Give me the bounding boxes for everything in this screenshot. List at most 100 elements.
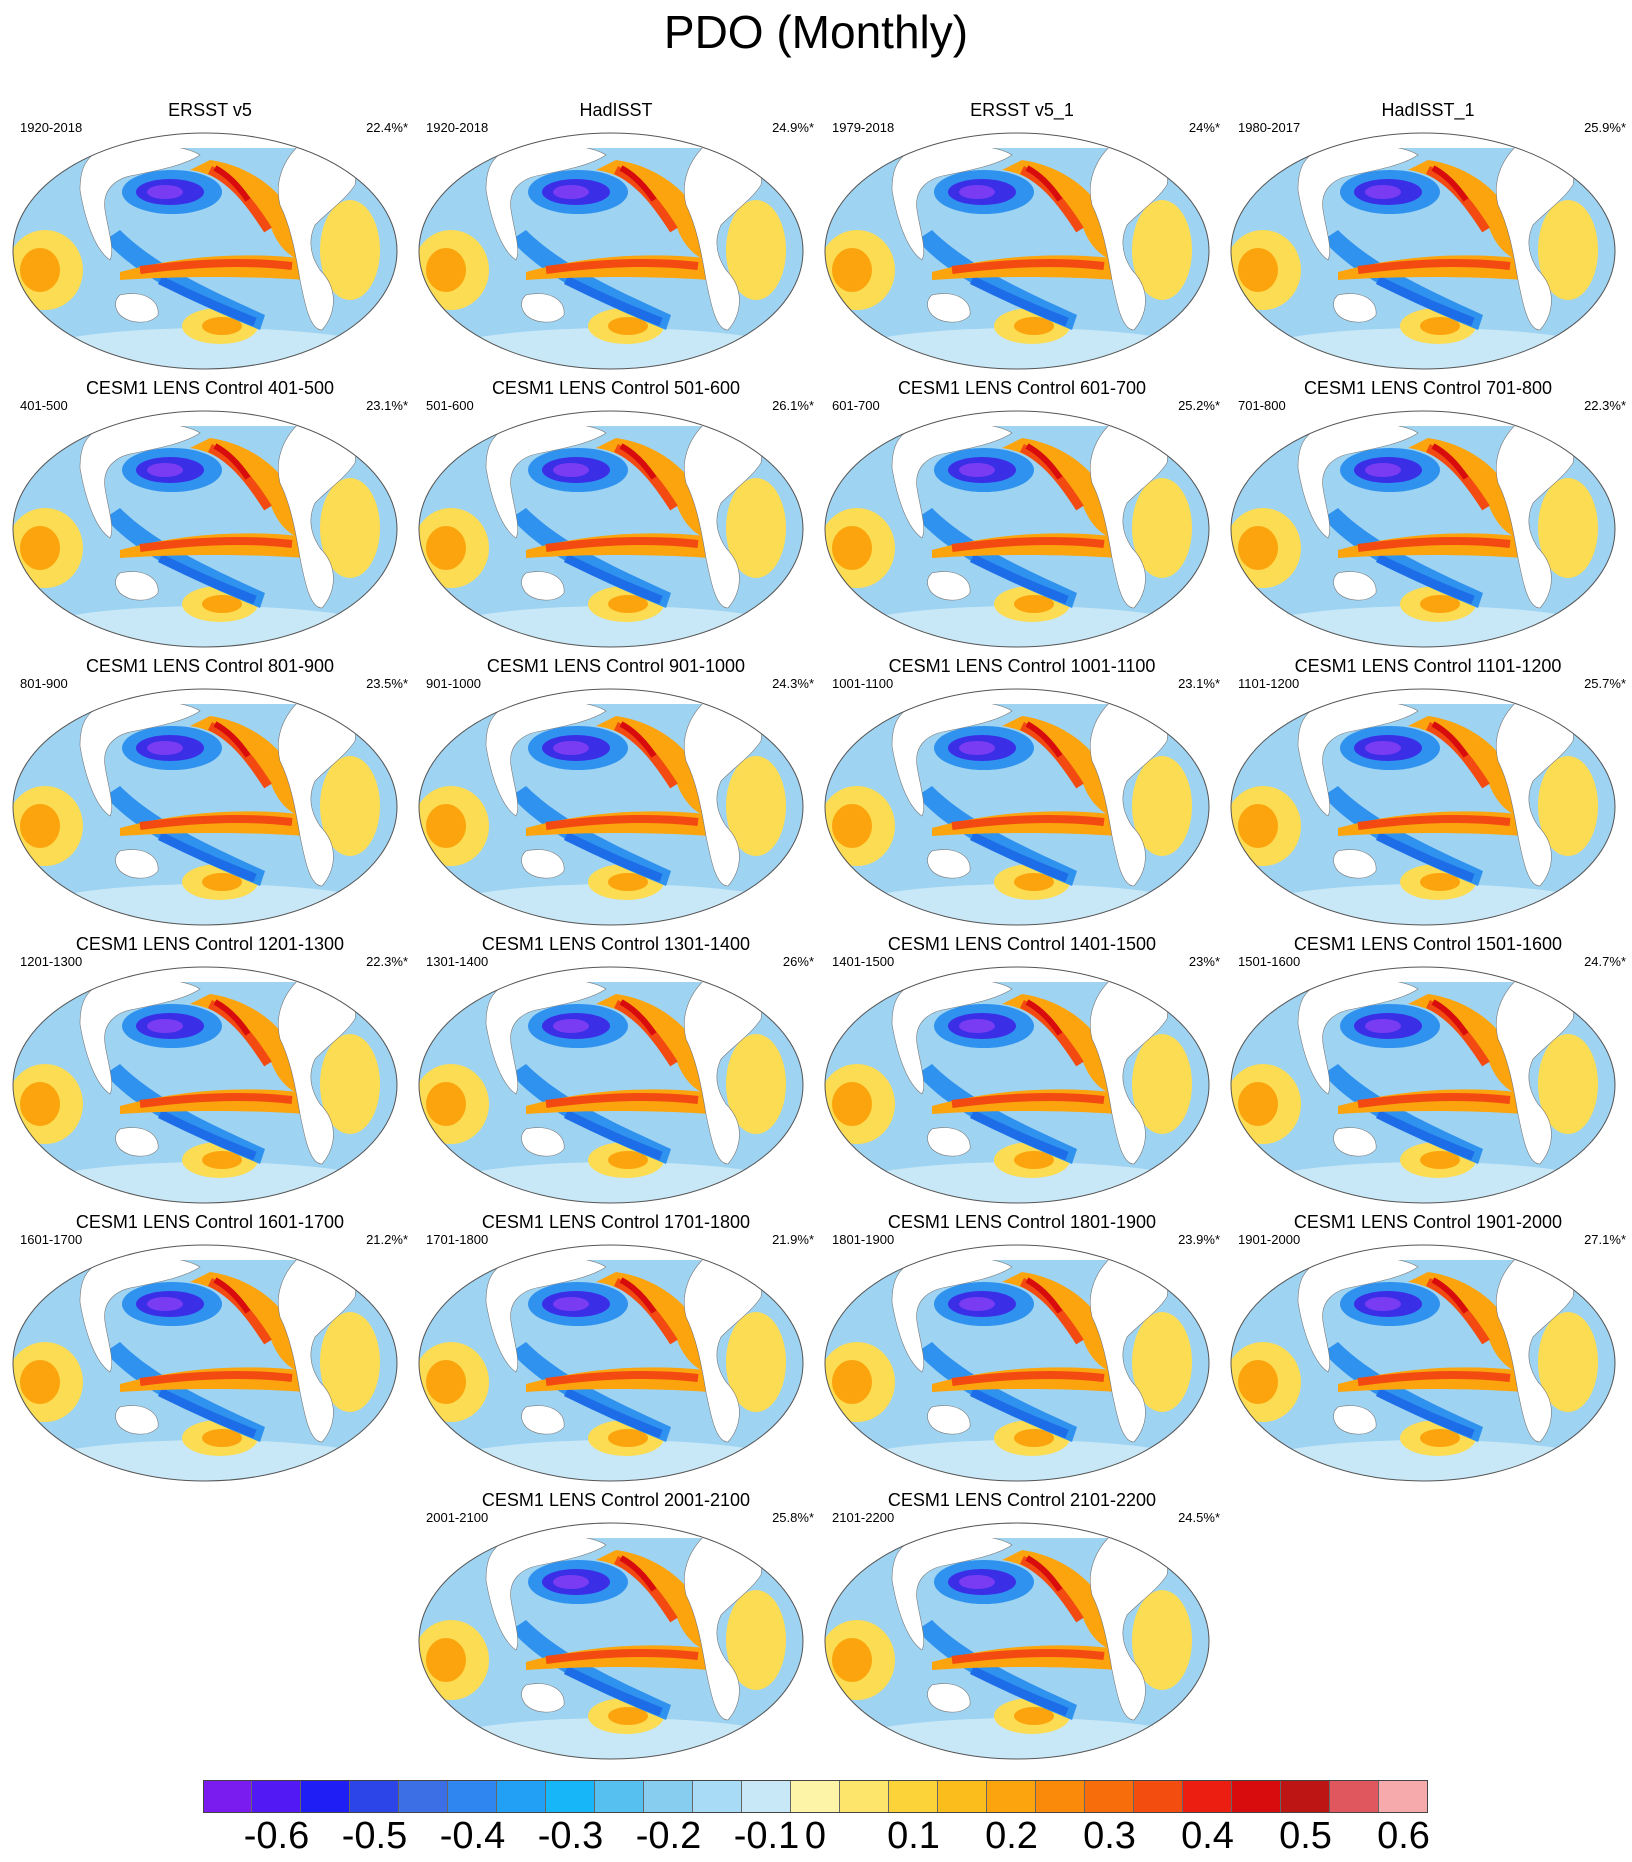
colorbar-swatch [1183, 1780, 1232, 1813]
map-panel: CESM1 LENS Control 801-900 801-900 23.5%* [10, 656, 410, 932]
panel-title: HadISST_1 [1381, 100, 1475, 120]
map-panel: CESM1 LENS Control 1201-1300 1201-1300 22.… [10, 934, 410, 1210]
map-panel: CESM1 LENS Control 1401-1500 1401-1500 23%… [822, 934, 1222, 1210]
panel-years: 401-500 [20, 398, 68, 413]
panel-variance-percent: 24.5%* [1178, 1510, 1220, 1525]
colorbar-swatch [1085, 1780, 1134, 1813]
panel-years: 1001-1100 [832, 676, 894, 691]
panel-years: 801-900 [20, 676, 68, 691]
panel-years: 1201-1300 [20, 954, 83, 969]
colorbar-swatch [1036, 1780, 1085, 1813]
colorbar-tick-label: 0.6 [1377, 1815, 1430, 1857]
map-panel: CESM1 LENS Control 401-500 401-500 23.1%* [10, 378, 410, 654]
map-panel: CESM1 LENS Control 701-800 701-800 22.3%* [1228, 378, 1628, 654]
panel-years: 901-1000 [426, 676, 481, 691]
panel-years: 1301-1400 [426, 954, 489, 969]
colorbar-labels: -0.6 -0.5 -0.4 -0.3 -0.2 -0.1 0 0.1 0.2 0.3 0.4 0.5… [203, 1814, 1430, 1858]
sst-map [824, 1522, 1210, 1760]
colorbar-swatch [252, 1780, 301, 1813]
sst-map [12, 410, 398, 648]
colorbar-swatch [742, 1780, 791, 1813]
panel-variance-percent: 24.3%* [772, 676, 814, 691]
map-panel: ERSST v5_1 1979-2018 24%* [822, 100, 1222, 376]
sst-map [418, 688, 804, 926]
colorbar-swatch [497, 1780, 546, 1813]
colorbar-tick-label: 0 [804, 1815, 827, 1857]
panel-variance-percent: 24.9%* [772, 120, 814, 135]
panel-variance-percent: 26.1%* [772, 398, 814, 413]
sst-map [824, 1244, 1210, 1482]
colorbar-swatch [938, 1780, 987, 1813]
panel-years: 1101-1200 [1238, 676, 1300, 691]
map-panel: HadISST 1920-2018 24.9%* [416, 100, 816, 376]
colorbar-tick-label: 0.1 [887, 1815, 940, 1857]
sst-map [824, 966, 1210, 1204]
colorbar-swatch [301, 1780, 350, 1813]
panel-title: CESM1 LENS Control 2001-2100 [481, 1490, 751, 1510]
panel-title: CESM1 LENS Control 1701-1800 [481, 1212, 751, 1232]
panel-title: CESM1 LENS Control 1501-1600 [1293, 934, 1563, 954]
map-panel: CESM1 LENS Control 2101-2200 2101-2200 24.… [822, 1490, 1222, 1766]
map-panel: CESM1 LENS Control 1501-1600 1501-1600 24.… [1228, 934, 1628, 1210]
panel-years: 2101-2200 [832, 1510, 895, 1525]
panel-years: 501-600 [426, 398, 474, 413]
panel-variance-percent: 22.3%* [366, 954, 408, 969]
colorbar-swatch [987, 1780, 1036, 1813]
map-panel: CESM1 LENS Control 1801-1900 1801-1900 23.… [822, 1212, 1222, 1488]
colorbar-swatch [1330, 1780, 1379, 1813]
map-panel: CESM1 LENS Control 1001-1100 1001-1100 23.… [822, 656, 1222, 932]
colorbar-swatch [644, 1780, 693, 1813]
panel-title: CESM1 LENS Control 901-1000 [486, 656, 746, 676]
panel-title: ERSST v5_1 [970, 100, 1074, 120]
colorbar-tick-label: -0.6 [243, 1815, 310, 1857]
panel-title: CESM1 LENS Control 1901-2000 [1293, 1212, 1563, 1232]
panel-title: CESM1 LENS Control 601-700 [897, 378, 1147, 398]
colorbar-swatch [791, 1780, 840, 1813]
panel-years: 1920-2018 [426, 120, 489, 135]
colorbar-tick-label: -0.3 [537, 1815, 604, 1857]
panel-variance-percent: 27.1%* [1584, 1232, 1626, 1247]
colorbar-tick-label: 0.4 [1181, 1815, 1234, 1857]
panel-years: 2001-2100 [426, 1510, 489, 1525]
panel-variance-percent: 23.1%* [1178, 676, 1220, 691]
panel-title: CESM1 LENS Control 2101-2200 [887, 1490, 1157, 1510]
panel-variance-percent: 23.5%* [366, 676, 408, 691]
sst-map [824, 132, 1210, 370]
panel-variance-percent: 22.3%* [1584, 398, 1626, 413]
sst-map [824, 688, 1210, 926]
panel-variance-percent: 26%* [782, 954, 814, 969]
panel-years: 1901-2000 [1238, 1232, 1301, 1247]
map-panel-grid: ERSST v5 1920-2018 22.4%* HadISST 1920-2 [10, 100, 1628, 1760]
panel-title: CESM1 LENS Control 501-600 [491, 378, 741, 398]
panel-years: 1980-2017 [1238, 120, 1301, 135]
page-title: PDO (Monthly) [663, 6, 969, 58]
panel-variance-percent: 23.9%* [1178, 1232, 1220, 1247]
panel-years: 1701-1800 [426, 1232, 489, 1247]
colorbar-swatch [1281, 1780, 1330, 1813]
map-panel: CESM1 LENS Control 1301-1400 1301-1400 26%… [416, 934, 816, 1210]
sst-map [418, 1522, 804, 1760]
sst-map [418, 1244, 804, 1482]
map-panel: CESM1 LENS Control 901-1000 901-1000 24.3%… [416, 656, 816, 932]
sst-map [1230, 1244, 1616, 1482]
map-panel: HadISST_1 1980-2017 25.9%* [1228, 100, 1628, 376]
sst-map [1230, 132, 1616, 370]
panel-variance-percent: 23%* [1188, 954, 1220, 969]
panel-years: 701-800 [1238, 398, 1286, 413]
sst-map [418, 410, 804, 648]
panel-variance-percent: 24%* [1188, 120, 1220, 135]
sst-map [418, 132, 804, 370]
panel-title: CESM1 LENS Control 801-900 [85, 656, 335, 676]
map-panel: ERSST v5 1920-2018 22.4%* [10, 100, 410, 376]
panel-variance-percent: 21.2%* [366, 1232, 408, 1247]
panel-years: 1801-1900 [832, 1232, 895, 1247]
colorbar-swatch [1379, 1780, 1428, 1813]
panel-title: CESM1 LENS Control 1601-1700 [75, 1212, 345, 1232]
colorbar-tick-label: 0.3 [1083, 1815, 1136, 1857]
panel-title: CESM1 LENS Control 1401-1500 [887, 934, 1157, 954]
colorbar-swatch [693, 1780, 742, 1813]
colorbar-swatch [546, 1780, 595, 1813]
sst-map [418, 966, 804, 1204]
colorbar-tick-label: -0.2 [635, 1815, 702, 1857]
panel-title: CESM1 LENS Control 1001-1100 [888, 656, 1156, 676]
